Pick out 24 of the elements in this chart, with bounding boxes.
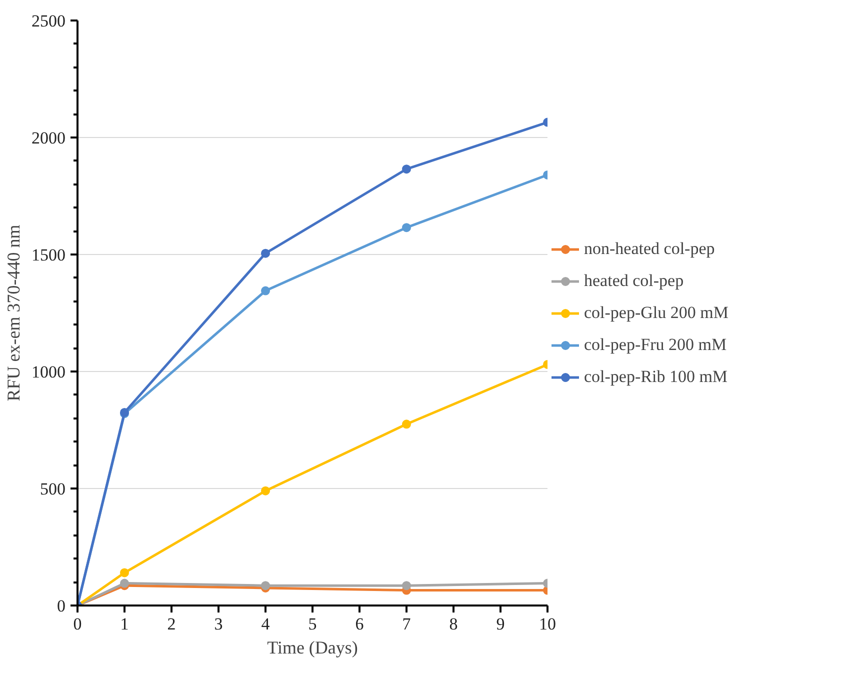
- legend-label: col-pep-Glu 200 mM: [584, 302, 728, 322]
- y-tick-label: 1500: [32, 246, 66, 264]
- y-tick-label: 1000: [32, 362, 66, 382]
- x-tick-label: 8: [449, 614, 458, 634]
- y-tick-label: 2000: [32, 128, 66, 148]
- x-tick-label: 3: [214, 614, 223, 634]
- y-tick-label: 500: [40, 480, 66, 498]
- x-tick-label: 7: [402, 614, 412, 634]
- y-axis-title: RFU ex-em 370-440 nm: [4, 224, 24, 402]
- x-tick-label: 0: [73, 614, 82, 634]
- x-axis-title: Time (Days): [267, 638, 358, 658]
- x-tick-label: 4: [261, 614, 270, 634]
- legend-label: heated col-pep: [584, 270, 684, 290]
- y-tick-label: 2500: [32, 12, 66, 30]
- x-tick-label: 10: [539, 614, 556, 634]
- x-tick-label: 6: [355, 614, 364, 634]
- x-tick-label: 1: [120, 614, 129, 634]
- x-tick-label: 2: [167, 614, 176, 634]
- x-tick-label: 5: [308, 614, 317, 634]
- y-tick-label: 0: [57, 596, 66, 616]
- legend-label: col-pep-Fru 200 mM: [584, 334, 727, 354]
- x-tick-label: 9: [496, 614, 505, 634]
- legend-label: col-pep-Rib 100 mM: [584, 366, 728, 386]
- legend-label: non-heated col-pep: [584, 238, 715, 258]
